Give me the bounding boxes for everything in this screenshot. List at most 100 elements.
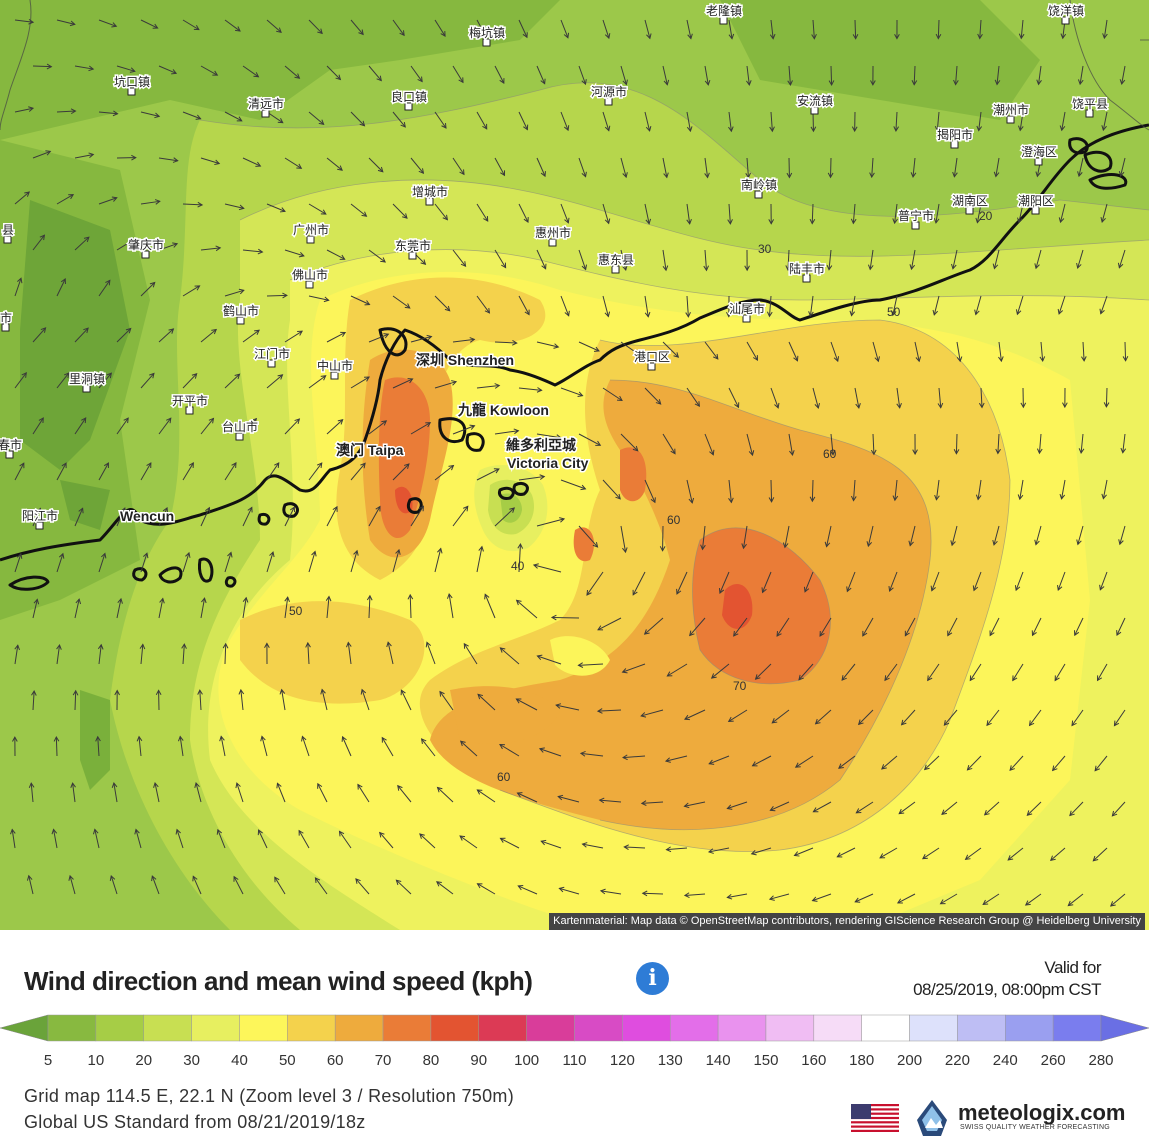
- scale-segment: [669, 1014, 719, 1042]
- place-label: 里洞镇: [69, 372, 105, 386]
- brand-name[interactable]: meteologix.com: [958, 1100, 1126, 1125]
- contour-label: 30: [758, 242, 772, 256]
- coastline: [0, 123, 1149, 591]
- city-marker: [604, 97, 613, 106]
- legend-title: Wind direction and mean wind speed (kph): [24, 966, 533, 996]
- color-scale-bar: [0, 1014, 1149, 1042]
- place-label: 台山市: [222, 419, 258, 434]
- scale-tick-label: 280: [1088, 1052, 1114, 1069]
- contour-label: 70: [733, 679, 747, 693]
- scale-tick-label: 20: [135, 1052, 153, 1069]
- place-label: 清远市: [248, 96, 284, 111]
- place-label: 港口区: [634, 350, 670, 364]
- city-marker: [742, 314, 751, 323]
- place-label: 梅坑镇: [469, 25, 505, 40]
- contour-label: 40: [511, 559, 525, 573]
- scale-tick-label: 5: [43, 1052, 53, 1069]
- city-marker: [425, 197, 434, 206]
- place-label: 江门市: [254, 346, 290, 361]
- scale-segment: [334, 1014, 384, 1042]
- info-icon[interactable]: i: [636, 962, 669, 995]
- scale-segment: [909, 1014, 958, 1042]
- city-marker: [404, 102, 413, 111]
- contour-label: 60: [497, 770, 511, 784]
- city-marker: [802, 274, 811, 283]
- province-borders: [0, 0, 1149, 131]
- place-label: 饶平县: [1072, 97, 1108, 111]
- scale-tick-label: 100: [514, 1052, 540, 1069]
- place-label: 肇庆市: [128, 237, 164, 252]
- scale-tick-label: 150: [753, 1052, 779, 1069]
- scale-segment: [239, 1014, 288, 1042]
- scale-segment: [957, 1014, 1006, 1042]
- city-marker: [810, 106, 819, 115]
- place-label: 市: [0, 310, 12, 325]
- scale-segment: [526, 1014, 575, 1042]
- city-marker: [1, 323, 10, 332]
- scale-segment: [191, 1014, 240, 1042]
- contour-label: 50: [887, 305, 901, 319]
- wind-arrows: [10, 18, 1129, 907]
- city-marker: [950, 140, 959, 149]
- place-label: 鹤山市: [223, 303, 259, 318]
- scale-segment: [95, 1014, 144, 1042]
- place-label-en: Victoria City: [507, 455, 589, 471]
- city-marker: [1031, 206, 1040, 215]
- contour-label: 50: [289, 604, 303, 618]
- meteologix-logo-icon: [917, 1100, 947, 1136]
- contour-value-labels: 20 30 50 60 60 40 50 70 60: [289, 209, 993, 784]
- place-label: 东莞市: [395, 238, 431, 253]
- place-label: 阳江市: [22, 508, 58, 523]
- scale-segment: [622, 1014, 671, 1042]
- scale-tick-label: 50: [278, 1052, 296, 1069]
- scale-segment: [574, 1014, 623, 1042]
- city-marker: [548, 238, 557, 247]
- city-marker: [82, 384, 91, 393]
- scale-segment: [717, 1014, 767, 1042]
- valid-date: 08/25/2019, 08:00pm CST: [913, 980, 1101, 999]
- place-label: 惠州市: [535, 225, 571, 240]
- city-marker: [1085, 109, 1094, 118]
- contour-label: 60: [823, 447, 837, 461]
- city-marker: [35, 521, 44, 530]
- city-marker: [965, 206, 974, 215]
- scale-tick-label: 90: [470, 1052, 488, 1069]
- place-label: 澄海区: [1021, 144, 1057, 159]
- place-label: 广州市: [293, 222, 329, 237]
- scale-segment: [143, 1014, 192, 1042]
- place-label-en: Wencun: [120, 508, 174, 524]
- place-label-en: 維多利亞城: [506, 437, 576, 453]
- place-label: 湖南区: [952, 193, 988, 208]
- scale-max-arrow: [1100, 1014, 1149, 1042]
- city-marker: [911, 221, 920, 230]
- scale-segment: [430, 1014, 480, 1042]
- wind-map[interactable]: 梅坑镇 老隆镇 饶洋镇 坑口镇 清远市 良口镇 河源市 安流镇 潮州市 饶平县 揭阳市 澄海区 增城市 南…: [0, 0, 1149, 930]
- city-marker: [1006, 115, 1015, 124]
- place-label: 潮阳区: [1018, 193, 1054, 208]
- place-label: 老隆镇: [706, 3, 742, 18]
- scale-segment: [478, 1014, 527, 1042]
- scale-tick-label: 180: [849, 1052, 875, 1069]
- scale-segment: [47, 1014, 97, 1042]
- city-marker: [719, 16, 728, 25]
- city-marker: [330, 371, 339, 380]
- us-flag-icon[interactable]: [851, 1104, 899, 1132]
- city-marker: [1034, 157, 1043, 166]
- place-label: 河源市: [591, 84, 627, 99]
- city-marker: [127, 87, 136, 96]
- valid-for-label: Valid for: [1044, 958, 1101, 977]
- scale-segment: [382, 1014, 432, 1042]
- scale-tick-label: 140: [705, 1052, 731, 1069]
- brand-tagline: SWISS QUALITY WEATHER FORECASTING: [960, 1124, 1110, 1131]
- scale-min-arrow: [0, 1014, 49, 1042]
- scale-tick-label: 70: [374, 1052, 392, 1069]
- place-label: 陆丰市: [789, 261, 825, 276]
- city-marker: [754, 190, 763, 199]
- city-marker: [235, 432, 244, 441]
- place-label: 坑口镇: [114, 74, 150, 89]
- city-marker: [647, 362, 656, 371]
- place-label: 开平市: [172, 393, 208, 408]
- place-label-en: 深圳 Shenzhen: [416, 352, 514, 368]
